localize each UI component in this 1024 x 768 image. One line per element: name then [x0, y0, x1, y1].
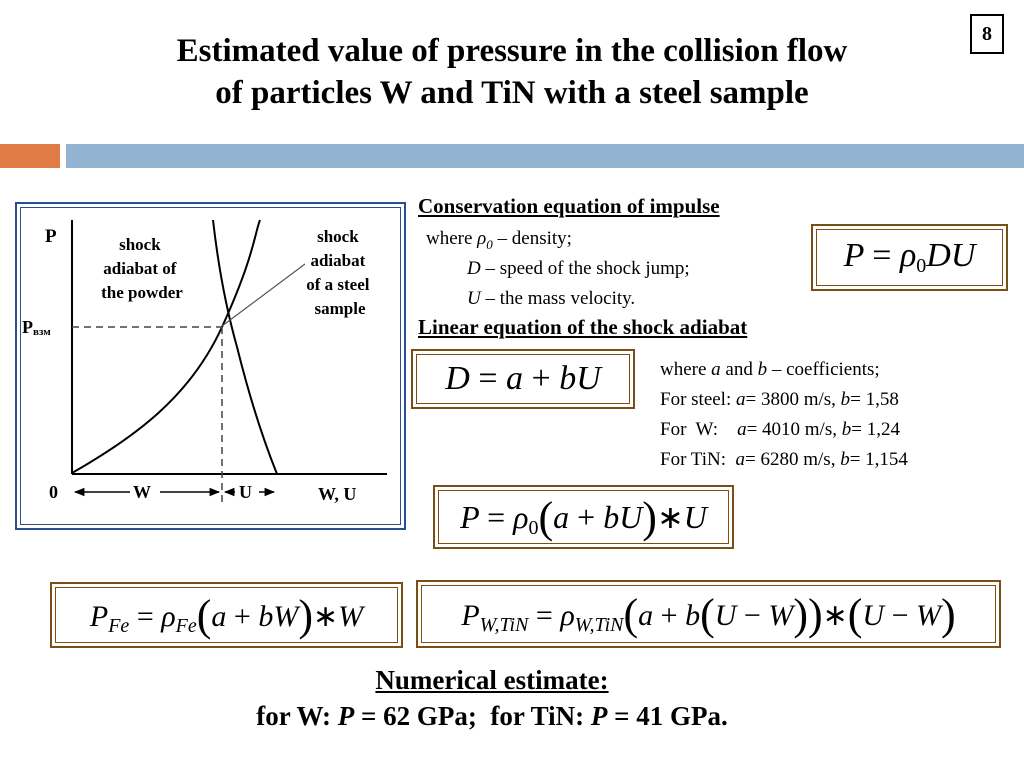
p-collision-label: Pвзм — [22, 317, 51, 338]
equation-adiabat-box: D = a + bU — [411, 349, 635, 409]
title-line-2: of particles W and TiN with a steel samp… — [215, 75, 809, 111]
accent-bar-orange — [0, 144, 60, 168]
equation-impulse: P = ρ0DU — [843, 237, 976, 277]
impulse-d-line: D – speed of the shock jump; — [467, 258, 690, 279]
equation-pressure-box: P = ρ0(a + bU)∗U — [433, 485, 734, 549]
steel-adiabat-curve — [212, 219, 278, 475]
w-segment-label: W — [133, 482, 151, 502]
accent-bar-blue — [66, 144, 1024, 168]
equation-fe-box: PFe = ρFe(a + bW)∗W — [50, 582, 403, 648]
coef-row-tin: For TiN: a= 6280 m/s, b= 1,154 — [660, 449, 908, 470]
slide-title: Estimated value of pressure in the colli… — [60, 30, 964, 114]
equation-w-tin: PW,TiN = ρW,TiN(a + b(U − W))∗(U − W) — [461, 589, 956, 639]
impulse-u-line: U – the mass velocity. — [467, 288, 636, 309]
steel-adiabat-label: shock adiabat of a steel sample — [306, 227, 374, 318]
equation-w-tin-box: PW,TiN = ρW,TiN(a + b(U − W))∗(U − W) — [416, 580, 1001, 648]
diagram-frame — [15, 202, 406, 530]
impulse-heading: Conservation equation of impulse — [418, 194, 720, 218]
estimate-values: for W: P = 62 GPa; for TiN: P = 41 GPa. — [256, 701, 728, 731]
equation-fe: PFe = ρFe(a + bW)∗W — [89, 590, 364, 640]
equation-adiabat: D = a + bU — [445, 360, 601, 397]
powder-adiabat-curve — [71, 219, 261, 474]
adiabat-heading: Linear equation of the shock adiabat — [418, 315, 748, 339]
impulse-rho-line: where ρ0 – density; — [426, 228, 572, 252]
u-segment-label: U — [239, 482, 252, 502]
numerical-estimate: Numerical estimate: for W: P = 62 GPa; f… — [120, 662, 864, 734]
origin-label: 0 — [49, 482, 58, 502]
title-line-1: Estimated value of pressure in the colli… — [176, 33, 848, 69]
tangent-line — [221, 263, 306, 327]
estimate-heading: Numerical estimate: — [375, 665, 609, 695]
y-axis-label: P — [45, 226, 57, 247]
coefficients-line: where a and b – coefficients; — [660, 359, 880, 380]
equation-impulse-box: P = ρ0DU — [811, 224, 1008, 291]
shock-adiabat-diagram: P 0 W, U W U Pвзм shock adiabat of the p… — [22, 219, 387, 504]
coef-row-steel: For steel: a= 3800 m/s, b= 1,58 — [660, 389, 899, 410]
slide-number: 8 — [970, 14, 1004, 54]
powder-adiabat-label: shock adiabat of the powder — [101, 235, 183, 302]
equation-pressure: P = ρ0(a + bU)∗U — [460, 492, 707, 542]
x-axis-label: W, U — [318, 484, 356, 504]
coef-row-w: For W: a= 4010 m/s, b= 1,24 — [660, 419, 900, 440]
